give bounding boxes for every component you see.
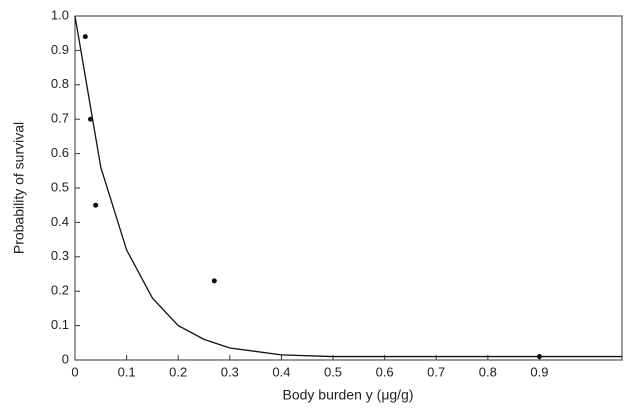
y-tick-label: 0.8	[51, 76, 69, 91]
y-tick-label: 0.9	[51, 42, 69, 57]
x-tick-label: 0.8	[479, 364, 497, 379]
x-axis-label: Body burden y (μg/g)	[282, 387, 413, 403]
y-tick-label: 0.4	[51, 214, 69, 229]
plot-frame	[74, 15, 623, 361]
fit-curve	[74, 15, 622, 358]
y-tick-label: 0.1	[51, 317, 69, 332]
y-tick-label: 0.7	[51, 111, 69, 126]
x-tick-label: 0.4	[272, 364, 290, 379]
x-tick-label: 0	[71, 364, 78, 379]
y-tick-label: 0.6	[51, 145, 69, 160]
x-tick-label: 0.9	[530, 364, 548, 379]
x-tick-label: 0.2	[169, 364, 187, 379]
x-tick-label: 0.3	[221, 364, 239, 379]
data-point	[211, 278, 217, 284]
data-point	[82, 34, 88, 40]
x-tick-label: 0.1	[118, 364, 136, 379]
data-point	[93, 202, 99, 208]
y-tick-label: 0	[62, 351, 69, 366]
y-tick-label: 0.5	[51, 179, 69, 194]
y-tick-label: 1.0	[51, 7, 69, 22]
x-tick-label: 0.7	[427, 364, 445, 379]
y-axis-label: Probability of survival	[11, 122, 27, 254]
x-tick-label: 0.6	[376, 364, 394, 379]
y-tick-label: 0.2	[51, 283, 69, 298]
x-tick-label: 0.5	[324, 364, 342, 379]
y-tick-label: 0.3	[51, 248, 69, 263]
